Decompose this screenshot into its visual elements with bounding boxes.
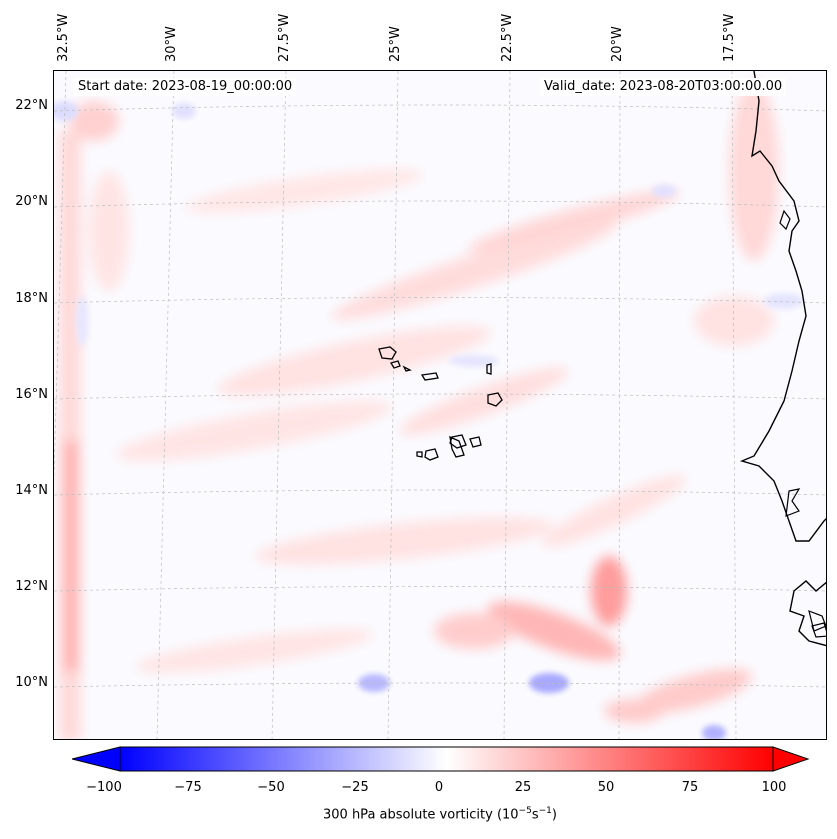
santo-antao-island: [378, 346, 397, 360]
colorbar-tick: −50: [257, 780, 285, 795]
fogo-island: [424, 448, 439, 461]
lon-label-30w: 30°W: [164, 26, 179, 62]
start-date-label: Start date: 2023-08-19_00:00:00: [74, 78, 297, 96]
coastline-gambia: [785, 488, 801, 517]
lon-label-20w: 20°W: [610, 26, 625, 62]
lon-label-25w: 25°W: [388, 26, 403, 62]
colorbar-max-extend: [772, 746, 810, 772]
coastline-bijagos: [811, 622, 826, 638]
map-panel: [53, 70, 827, 740]
lon-label-17-5w: 17.5°W: [722, 13, 737, 62]
colorbar-gradient: [119, 746, 774, 772]
coastline: [739, 71, 826, 647]
colorbar-tick: 25: [514, 780, 532, 795]
colorbar-tick: −25: [341, 780, 369, 795]
vorticity-field: [54, 71, 826, 739]
colorbar-tick: 75: [681, 780, 699, 795]
lon-label-22-5w: 22.5°W: [500, 13, 515, 62]
colorbar-ticks: −100 −75 −50 −25 0 25 50 75 100: [0, 780, 837, 800]
sao-nicolau-island: [420, 372, 439, 381]
colorbar-min-extend: [72, 746, 121, 772]
colorbar-tick: 100: [761, 780, 787, 795]
colorbar: [72, 746, 810, 772]
colorbar-tick: −100: [86, 780, 122, 795]
sao-vicente-island: [390, 360, 401, 369]
lat-label-12n: 12°N: [15, 579, 48, 594]
sal-island: [486, 363, 492, 375]
boa-vista-island: [487, 392, 503, 407]
colorbar-tick: 0: [434, 780, 444, 795]
positive-vorticity-areas: [59, 81, 779, 739]
coastline-inlet: [779, 209, 791, 231]
brava-island: [416, 451, 423, 458]
lat-label-10n: 10°N: [15, 675, 48, 690]
santa-luzia-island: [402, 365, 412, 372]
lon-label-27-5w: 27.5°W: [277, 13, 292, 62]
santiago-island: [449, 435, 465, 458]
lat-label-22n: 22°N: [15, 98, 48, 113]
coastline-islands-guinea: [808, 610, 826, 632]
lon-label-32-5w: 32.5°W: [56, 13, 71, 62]
lat-label-20n: 20°N: [15, 194, 48, 209]
colorbar-label: 300 hPa absolute vorticity (10−5s−1): [323, 806, 557, 823]
maio-island: [469, 436, 482, 448]
cape-verde-islands: [378, 346, 503, 461]
valid-date-label: Valid_date: 2023-08-20T03:00:00.00: [540, 78, 787, 96]
gridlines: [54, 71, 826, 739]
lat-label-14n: 14°N: [15, 483, 48, 498]
colorbar-tick: −75: [174, 780, 202, 795]
lat-label-18n: 18°N: [15, 291, 48, 306]
lat-label-16n: 16°N: [15, 387, 48, 402]
colorbar-tick: 50: [597, 780, 615, 795]
